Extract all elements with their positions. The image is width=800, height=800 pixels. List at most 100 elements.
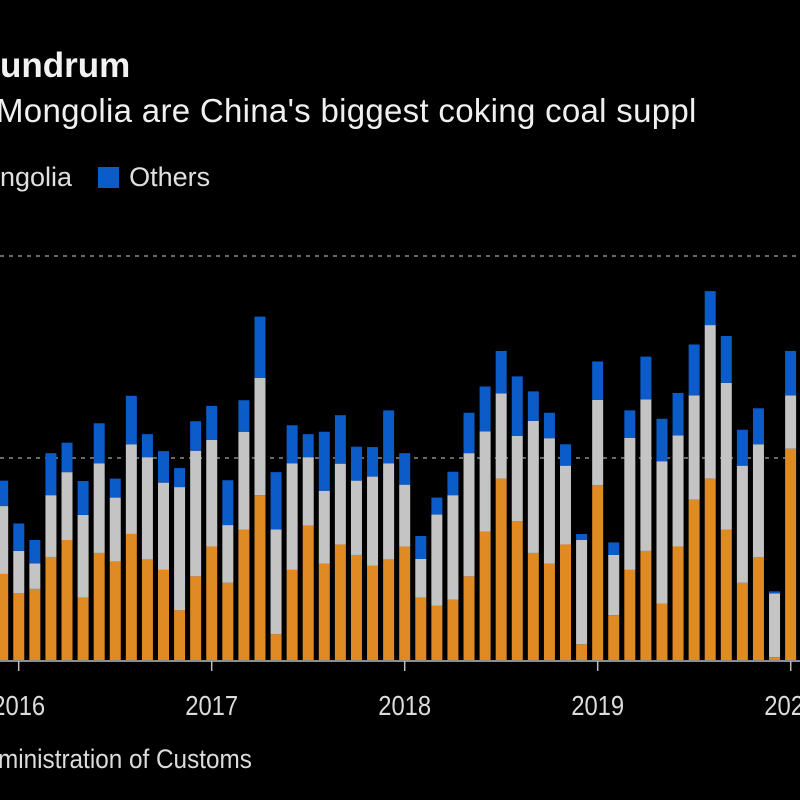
bar-2017-04 <box>254 316 266 660</box>
bar-segment-series-0 <box>318 563 330 660</box>
bar-segment-others <box>720 335 732 383</box>
bar-segment-series-0 <box>769 657 781 660</box>
bar-2016-02 <box>29 540 41 660</box>
bar-segment-ngolia <box>704 325 716 479</box>
bar-segment-ngolia <box>752 444 764 557</box>
bar-segment-series-0 <box>270 634 282 660</box>
bar-segment-series-0 <box>576 644 588 660</box>
bar-segment-others <box>495 350 507 394</box>
bar-segment-ngolia <box>302 457 314 526</box>
legend-label-mongolia: ngolia <box>0 162 73 192</box>
bar-2017-07 <box>302 434 314 660</box>
bar-2016-09 <box>141 434 153 660</box>
bar-segment-ngolia <box>656 461 668 604</box>
bar-segment-series-0 <box>302 525 314 660</box>
bar-2019-11 <box>752 408 764 660</box>
bar-segment-others <box>222 480 234 526</box>
bar-segment-others <box>576 533 588 541</box>
bar-2019-07 <box>688 344 700 660</box>
bar-2016-11 <box>174 468 186 660</box>
bar-segment-others <box>543 412 555 439</box>
bar-segment-ngolia <box>608 554 620 616</box>
bar-segment-series-0 <box>29 588 41 660</box>
bar-segment-ngolia <box>367 476 379 566</box>
legend: ngolia Others <box>0 162 210 193</box>
bar-segment-series-0 <box>431 605 443 660</box>
bar-segment-ngolia <box>0 506 9 574</box>
bar-segment-others <box>656 418 668 462</box>
bar-segment-ngolia <box>495 393 507 479</box>
bar-segment-others <box>45 453 57 496</box>
bar-segment-series-0 <box>495 478 507 660</box>
bar-2019-10 <box>736 429 748 660</box>
bar-segment-others <box>704 291 716 326</box>
bar-segment-series-0 <box>174 610 186 660</box>
bar-segment-others <box>367 447 379 477</box>
source-note: ministration of Customs <box>0 744 252 774</box>
bar-segment-others <box>592 361 604 400</box>
bar-segment-others <box>608 542 620 555</box>
bar-segment-others <box>77 481 89 515</box>
bar-2019-06 <box>672 392 684 660</box>
bar-segment-ngolia <box>93 463 105 553</box>
bar-segment-ngolia <box>174 487 186 611</box>
bar-segment-series-0 <box>222 582 234 660</box>
bar-2018-01 <box>399 453 411 660</box>
bar-segment-series-0 <box>608 615 620 660</box>
bar-segment-series-0 <box>688 499 700 660</box>
bar-segment-ngolia <box>238 431 250 530</box>
chart-subtitle: Mongolia are China's biggest coking coal… <box>0 92 697 129</box>
bar-segment-ngolia <box>688 395 700 500</box>
bar-segment-ngolia <box>206 439 218 547</box>
bar-segment-series-0 <box>109 561 121 660</box>
bar-segment-others <box>688 344 700 396</box>
bar-segment-ngolia <box>640 399 652 551</box>
bar-2018-05 <box>463 412 475 660</box>
bar-segment-series-0 <box>463 576 475 660</box>
bar-2019-01 <box>592 361 604 660</box>
bar-segment-ngolia <box>350 480 362 555</box>
bar-segment-ngolia <box>543 438 555 564</box>
bar-segment-others <box>286 425 298 464</box>
bar-segment-series-0 <box>543 563 555 660</box>
x-tick-label: 2018 <box>378 689 431 721</box>
bar-segment-series-0 <box>286 569 298 660</box>
bar-segment-others <box>158 451 169 483</box>
bar-segment-series-0 <box>511 521 523 660</box>
bar-segment-ngolia <box>592 399 604 486</box>
bar-segment-series-0 <box>656 603 668 660</box>
bar-segment-series-0 <box>785 448 797 660</box>
bar-2016-01 <box>13 523 25 660</box>
bar-segment-others <box>93 423 105 464</box>
x-tick-label: 2019 <box>571 689 624 721</box>
bar-segment-series-0 <box>560 544 571 660</box>
bar-segment-series-0 <box>383 559 395 660</box>
bar-segment-ngolia <box>479 431 491 532</box>
bar-segment-series-0 <box>190 576 202 660</box>
bar-2018-07 <box>495 350 507 660</box>
bar-2019-04 <box>640 356 652 660</box>
bar-segment-ngolia <box>527 420 539 553</box>
bar-segment-others <box>350 446 362 481</box>
bar-segment-series-0 <box>367 565 379 660</box>
bar-segment-ngolia <box>13 550 25 594</box>
bar-segment-others <box>270 472 282 530</box>
bars <box>0 291 797 660</box>
bar-2019-09 <box>720 335 732 660</box>
bar-2020-01 <box>785 350 797 660</box>
bar-segment-ngolia <box>463 453 475 577</box>
bar-segment-others <box>447 471 459 496</box>
bar-segment-ngolia <box>254 378 266 496</box>
bar-segment-others <box>206 405 218 440</box>
bar-segment-series-0 <box>61 540 73 660</box>
bar-segment-others <box>190 421 202 451</box>
bar-segment-others <box>415 535 427 559</box>
bar-segment-series-0 <box>254 495 266 660</box>
bar-segment-others <box>13 523 25 551</box>
bar-segment-ngolia <box>334 463 346 545</box>
bar-2016-10 <box>158 451 169 660</box>
bar-segment-others <box>769 591 781 594</box>
bar-segment-series-0 <box>350 554 362 660</box>
x-tick-label: 2016 <box>0 689 45 721</box>
bar-segment-others <box>785 350 797 396</box>
